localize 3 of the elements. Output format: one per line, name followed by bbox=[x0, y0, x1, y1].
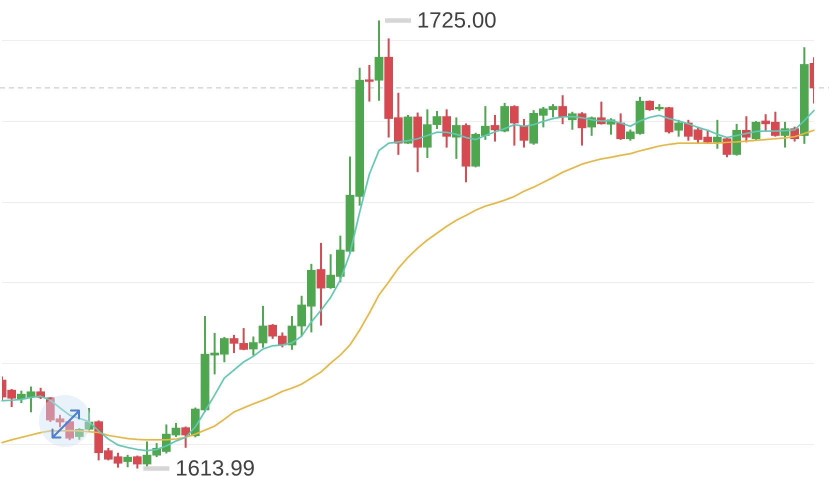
annotation: 1725.00 bbox=[417, 8, 497, 33]
candlestick bbox=[365, 64, 374, 102]
annotation: 1613.99 bbox=[175, 456, 255, 481]
